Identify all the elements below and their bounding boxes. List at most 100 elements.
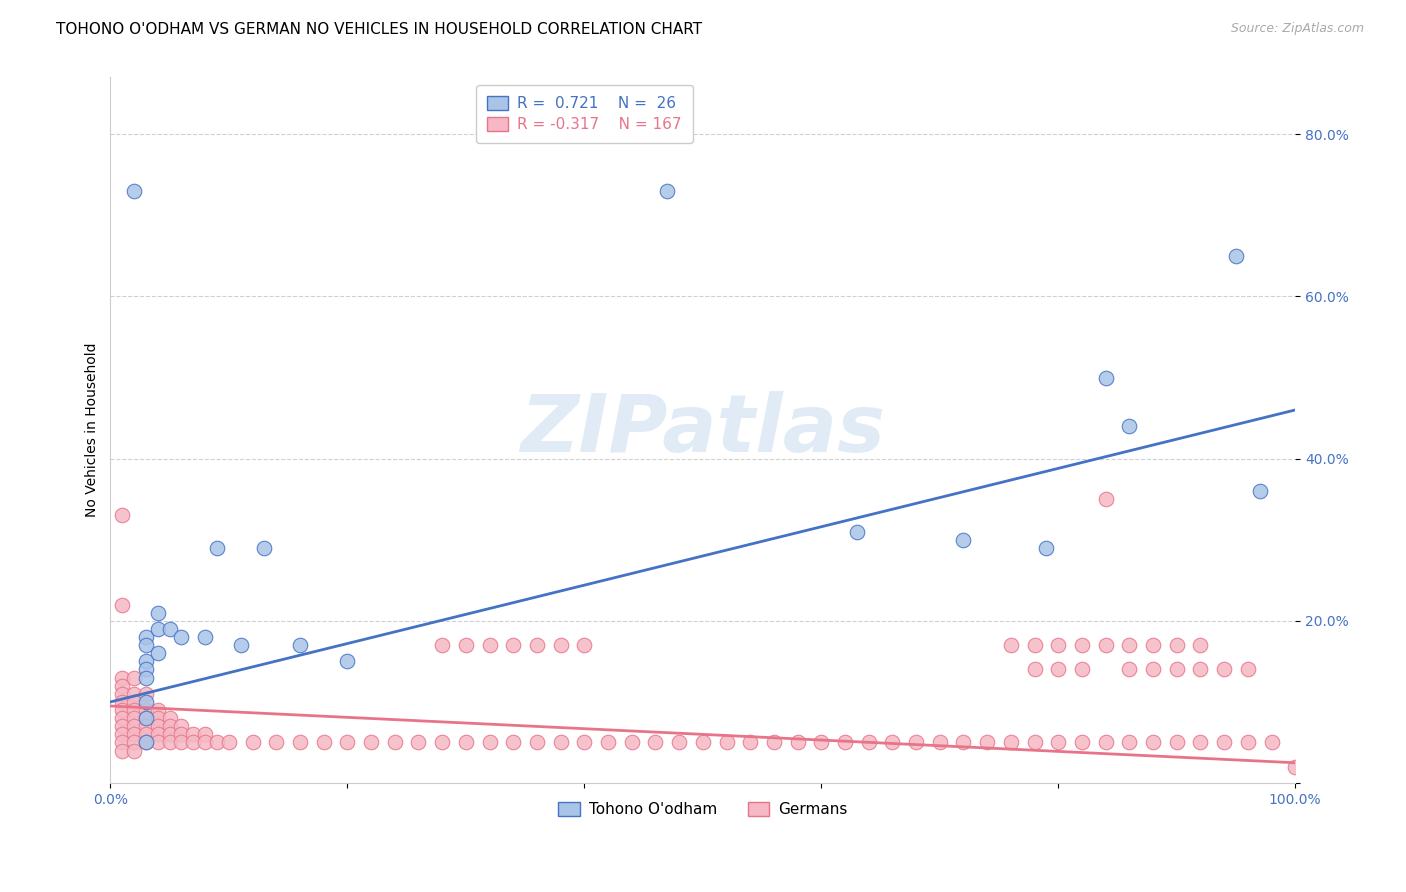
Point — [183, 735, 205, 749]
Point — [146, 622, 169, 636]
Point — [1189, 638, 1212, 652]
Point — [1189, 735, 1212, 749]
Point — [1071, 663, 1094, 677]
Point — [159, 622, 181, 636]
Y-axis label: No Vehicles in Household: No Vehicles in Household — [86, 343, 100, 517]
Point — [1118, 735, 1140, 749]
Point — [845, 524, 868, 539]
Point — [478, 638, 501, 652]
Text: ZIPatlas: ZIPatlas — [520, 392, 886, 469]
Point — [135, 671, 157, 685]
Point — [668, 735, 690, 749]
Point — [1284, 760, 1306, 774]
Point — [740, 735, 762, 749]
Point — [454, 735, 477, 749]
Point — [229, 638, 252, 652]
Point — [858, 735, 880, 749]
Point — [122, 711, 145, 725]
Point — [135, 687, 157, 701]
Point — [1118, 419, 1140, 434]
Point — [596, 735, 619, 749]
Point — [1249, 484, 1271, 499]
Point — [111, 598, 134, 612]
Point — [430, 638, 453, 652]
Point — [408, 735, 430, 749]
Point — [205, 735, 228, 749]
Point — [170, 727, 193, 741]
Point — [288, 638, 311, 652]
Point — [218, 735, 240, 749]
Point — [1142, 638, 1164, 652]
Point — [135, 711, 157, 725]
Point — [111, 695, 134, 709]
Point — [1024, 663, 1046, 677]
Point — [170, 735, 193, 749]
Point — [502, 638, 524, 652]
Point — [928, 735, 950, 749]
Point — [135, 638, 157, 652]
Point — [135, 663, 157, 677]
Point — [111, 743, 134, 757]
Point — [170, 630, 193, 644]
Point — [526, 638, 548, 652]
Point — [1071, 638, 1094, 652]
Point — [526, 735, 548, 749]
Point — [1118, 663, 1140, 677]
Point — [122, 671, 145, 685]
Point — [122, 727, 145, 741]
Point — [1094, 492, 1116, 507]
Point — [159, 727, 181, 741]
Point — [242, 735, 264, 749]
Point — [111, 687, 134, 701]
Point — [1213, 663, 1236, 677]
Point — [111, 671, 134, 685]
Point — [360, 735, 382, 749]
Point — [1000, 735, 1022, 749]
Point — [1166, 638, 1188, 652]
Point — [1118, 638, 1140, 652]
Point — [336, 654, 359, 668]
Point — [146, 735, 169, 749]
Point — [111, 735, 134, 749]
Point — [644, 735, 666, 749]
Point — [1166, 663, 1188, 677]
Point — [122, 695, 145, 709]
Point — [146, 646, 169, 660]
Point — [194, 735, 217, 749]
Point — [1213, 735, 1236, 749]
Point — [384, 735, 406, 749]
Point — [1047, 663, 1070, 677]
Point — [183, 727, 205, 741]
Text: TOHONO O'ODHAM VS GERMAN NO VEHICLES IN HOUSEHOLD CORRELATION CHART: TOHONO O'ODHAM VS GERMAN NO VEHICLES IN … — [56, 22, 703, 37]
Point — [976, 735, 998, 749]
Point — [135, 630, 157, 644]
Point — [550, 638, 572, 652]
Point — [135, 703, 157, 717]
Point — [574, 638, 596, 652]
Point — [146, 711, 169, 725]
Point — [194, 727, 217, 741]
Point — [135, 654, 157, 668]
Point — [135, 719, 157, 733]
Point — [146, 719, 169, 733]
Point — [1024, 638, 1046, 652]
Point — [336, 735, 359, 749]
Point — [205, 541, 228, 555]
Point — [882, 735, 904, 749]
Point — [111, 679, 134, 693]
Point — [905, 735, 928, 749]
Point — [1142, 735, 1164, 749]
Point — [1225, 249, 1247, 263]
Point — [135, 735, 157, 749]
Point — [502, 735, 524, 749]
Point — [952, 735, 974, 749]
Point — [253, 541, 276, 555]
Point — [159, 735, 181, 749]
Point — [1047, 638, 1070, 652]
Point — [122, 735, 145, 749]
Point — [550, 735, 572, 749]
Point — [1094, 370, 1116, 384]
Point — [111, 727, 134, 741]
Point — [786, 735, 808, 749]
Point — [574, 735, 596, 749]
